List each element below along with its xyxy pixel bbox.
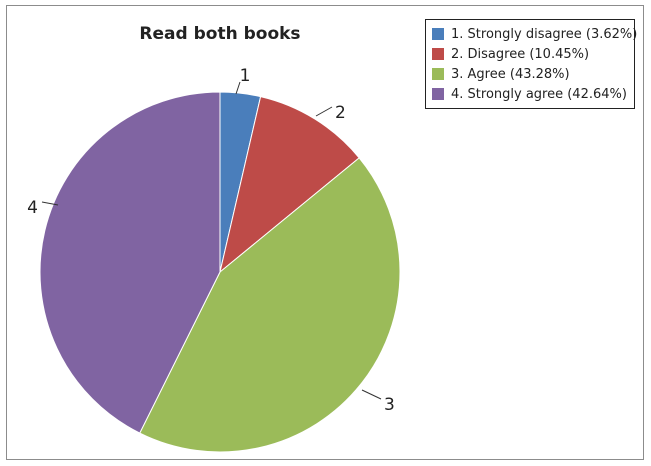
legend-swatch-agree: [432, 68, 444, 80]
chart-legend: 1. Strongly disagree (3.62%) 2. Disagree…: [425, 19, 637, 109]
pie-slice-strongly-agree: [39, 91, 221, 434]
legend-label-strongly-disagree: 1. Strongly disagree (3.62%): [451, 26, 638, 42]
slice-label-agree: 3: [384, 395, 395, 415]
legend-swatch-strongly-disagree: [432, 28, 444, 40]
legend-item-strongly-agree: 4. Strongly agree (42.64%): [432, 84, 628, 104]
slice-label-strongly-agree: 4: [27, 198, 38, 218]
legend-label-agree: 3. Agree (43.28%): [451, 66, 570, 82]
legend-swatch-strongly-agree: [432, 88, 444, 100]
pie-slice-disagree: [219, 96, 360, 274]
legend-item-agree: 3. Agree (43.28%): [432, 64, 628, 84]
leader-line-agree: [361, 389, 382, 400]
slice-label-strongly-disagree: 1: [240, 66, 251, 86]
legend-item-disagree: 2. Disagree (10.45%): [432, 44, 628, 64]
slice-label-disagree: 2: [335, 103, 346, 123]
legend-item-strongly-disagree: 1. Strongly disagree (3.62%): [432, 24, 637, 44]
leader-line-strongly-disagree: [235, 81, 241, 95]
pie-slice-agree: [139, 157, 401, 453]
legend-label-strongly-agree: 4. Strongly agree (42.64%): [451, 86, 627, 102]
leader-line-strongly-agree: [41, 201, 59, 206]
leader-line-disagree: [315, 106, 333, 117]
legend-swatch-disagree: [432, 48, 444, 60]
chart-title: Read both books: [139, 24, 301, 44]
legend-label-disagree: 2. Disagree (10.45%): [451, 46, 590, 62]
